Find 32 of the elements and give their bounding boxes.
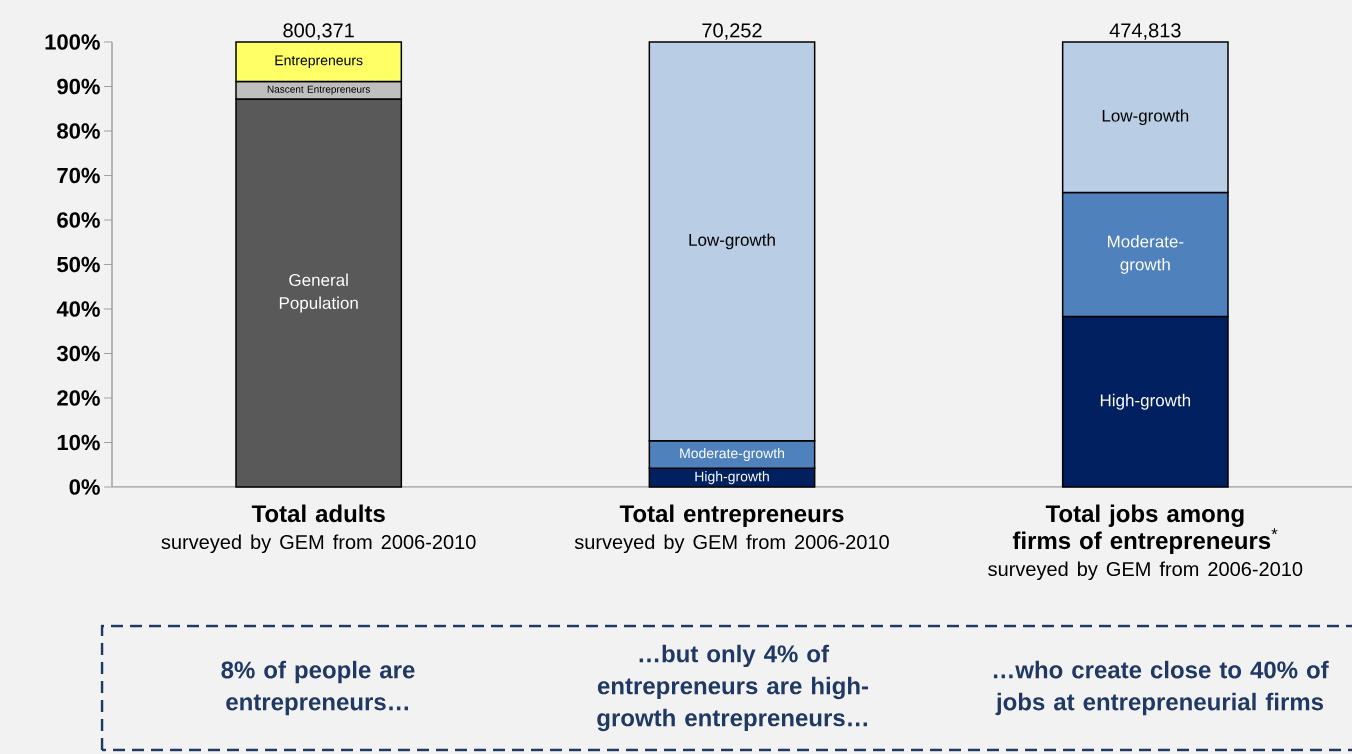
text: 800,371 — [283, 23, 354, 40]
text: 70,252 — [702, 23, 762, 40]
y-tick-label: 60% — [57, 212, 100, 228]
text: 8% of people are entrepreneurs… — [221, 660, 415, 716]
data-label: Nascent Entrepreneurs — [267, 85, 370, 95]
data-label: Moderate-growth — [680, 447, 784, 462]
y-tick-label: 20% — [57, 390, 100, 406]
text: …but only 4% of entrepreneurs are high-growth entrepreneurs… — [597, 644, 869, 732]
x-tick-label: Total entrepreneurs — [619, 504, 844, 527]
y-tick-label: 90% — [57, 78, 100, 95]
data-label: Low-growth — [1102, 109, 1189, 126]
text: surveyed by GEM from 2006-2010 — [988, 561, 1303, 581]
y-tick-label: 100% — [45, 34, 100, 50]
y-tick-label: 10% — [57, 434, 100, 451]
y-tick-label: 0% — [69, 479, 100, 495]
text: 474,813 — [1109, 23, 1181, 40]
text: surveyed by GEM from 2006-2010 — [574, 534, 889, 554]
text: …who create close to 40% of jobs at entrepreneurial firms — [993, 660, 1329, 716]
x-tick-label: Total jobs among firms of entrepreneurs$^{*}$ — [1012, 504, 1278, 554]
x-tick-label: Total adults — [251, 504, 385, 523]
data-label: Low-growth — [689, 233, 775, 250]
y-tick-label: 70% — [57, 167, 100, 184]
data-label: Moderate-growth — [1107, 235, 1184, 274]
data-label: High-growth — [1100, 393, 1191, 410]
data-label: High-growth — [695, 471, 769, 485]
data-label: Entrepreneurs — [275, 55, 363, 69]
data-label: General Population — [279, 273, 358, 313]
text: surveyed by GEM from 2006-2010 — [161, 534, 476, 554]
y-tick-label: 50% — [57, 256, 100, 273]
y-tick-label: 40% — [56, 301, 100, 317]
y-tick-label: 80% — [57, 123, 100, 139]
y-tick-label: 30% — [56, 345, 100, 362]
